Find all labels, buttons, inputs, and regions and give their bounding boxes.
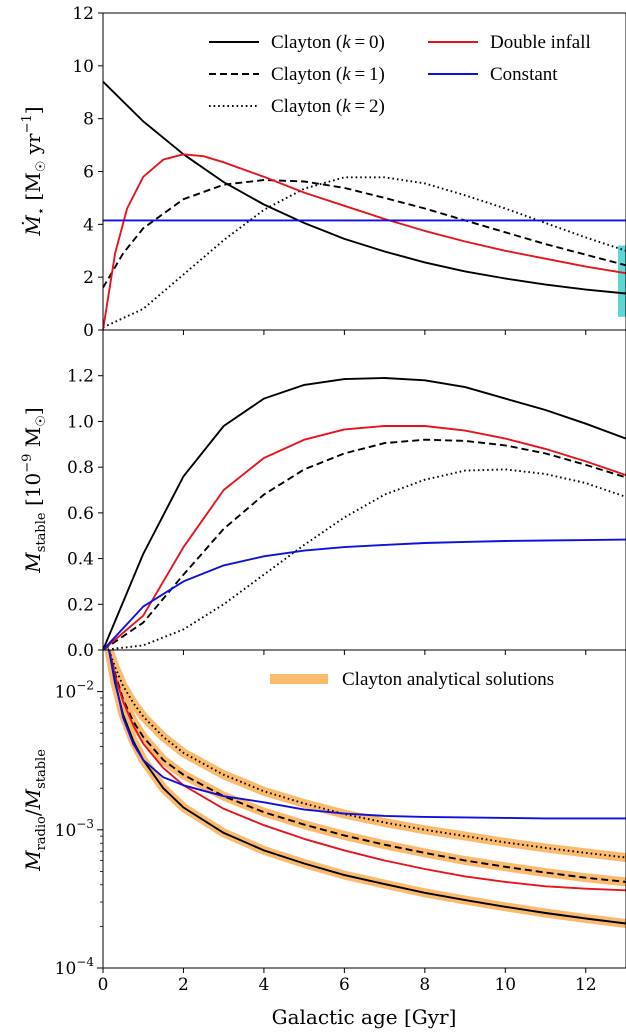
y-tick-label: 10 [72,57,94,77]
series-line-double-infall [108,650,626,892]
y-tick-label: 10−2 [55,679,94,703]
y-tick-label: 12 [72,4,94,24]
series-line-clayton-k-2 [103,468,626,650]
y-tick-label: 0.6 [67,504,94,524]
legend-item-constant: Constant [428,64,558,85]
legend-label: Clayton (k = 0) [271,32,385,53]
y-axis-label-bottom: Mradio/Mstable [21,749,49,872]
x-tick-label: 8 [419,975,430,995]
panel-bottom-abundance-ratio: 10−2 10−3 10−40 2 4 6 8 10 12 Mradio/Mstable Clayt… [21,649,626,995]
y-tick-label: 0.2 [67,595,94,615]
y-axis-label-top: Ṁ⋆ [M☉ yr−1] [20,106,49,236]
observed-rate-band [618,245,626,317]
legend-label: Constant [490,64,558,85]
series-line-clayton-k-0 [103,377,626,650]
series-line-clayton-k-1 [103,438,626,650]
x-tick-label: 4 [259,975,270,995]
y-tick-label: 10−4 [55,955,95,979]
y-tick-label: 0.0 [67,641,94,661]
plot-area-middle [103,377,626,650]
y-tick-label: 4 [83,215,94,235]
y-tick-label: 8 [83,110,94,130]
legend-item-clayton-k-1: Clayton (k = 1) [209,64,385,85]
y-tick-label: 0 [83,321,94,341]
axes-frame-bottom [102,649,626,969]
series-line-clayton-k-2 [103,176,626,329]
y-tick-label: 0.4 [67,550,94,570]
series-line-clayton-k-0 [103,81,626,295]
y-axis-label-middle: Mstable [10−9 M☉] [20,407,49,573]
y-tick-label: 0.8 [67,458,94,478]
plot-area-top [103,81,626,330]
legend-item-double-infall: Double infall [428,32,591,53]
x-tick-label: 2 [178,975,189,995]
panel-middle-stable-mass: 0.0 0.2 0.4 0.6 0.8 1.0 1.2 Mstable [10−9 M☉] [20,329,626,661]
x-axis-label: Galactic age [Gyr] [272,1005,457,1029]
legend-label: Clayton analytical solutions [342,669,554,690]
series-line-constant [103,538,626,650]
y-tick-label: 6 [83,163,94,183]
axes-frame-top [102,12,626,331]
series-line-clayton-k-1 [103,179,626,289]
x-tick-label: 6 [339,975,350,995]
plot-area-bottom [104,650,626,928]
series-line-constant [108,650,626,820]
legend-label: Clayton (k = 2) [271,96,385,117]
legend-label: Double infall [490,32,591,53]
series-line-clayton-k-0 [108,650,626,925]
series-line-double-infall [103,425,626,650]
y-tick-label: 2 [83,268,94,288]
series-line-clayton-k-1 [108,650,626,883]
legend-item-clayton-k-0: Clayton (k = 0) [209,32,385,53]
y-tick-label: 10−3 [55,817,94,841]
series-line-double-infall [103,153,626,330]
x-tick-label: 10 [494,975,516,995]
y-tick-label: 1.2 [67,367,94,387]
legend-item-clayton-analytical-solutions: Clayton analytical solutions [270,669,554,690]
x-tick-label: 0 [98,975,109,995]
series-line-clayton-k-2 [108,650,626,859]
y-tick-label: 1.0 [67,412,94,432]
panel-top-star-formation-rate: 0 2 4 6 8 10 12 Ṁ⋆ [M☉ yr−1] Clayton (k = 0) Clay… [20,4,626,341]
legend-label: Clayton (k = 1) [271,64,385,85]
x-tick-label: 12 [575,975,597,995]
legend-item-clayton-k-2: Clayton (k = 2) [209,96,385,117]
